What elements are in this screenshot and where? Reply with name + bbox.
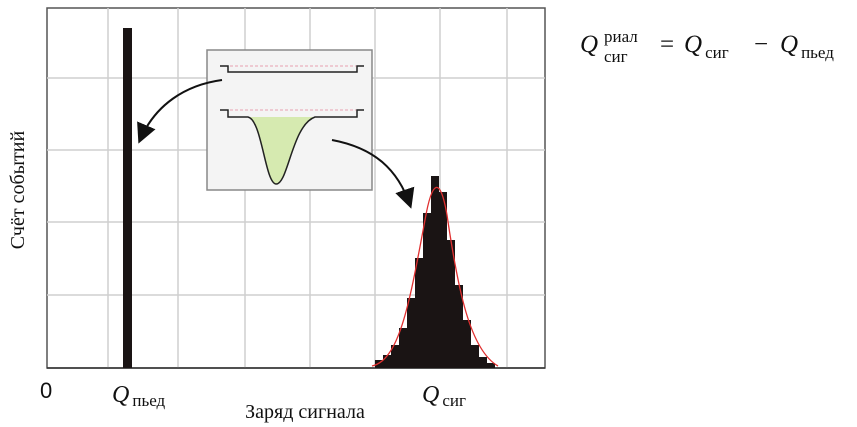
superscript: риал	[604, 27, 638, 46]
origin-label: 0	[40, 378, 52, 403]
subscript: пьед	[801, 43, 834, 62]
bin	[383, 355, 391, 368]
bin	[487, 363, 495, 368]
subscript: сиг	[604, 47, 628, 66]
bin	[479, 357, 487, 368]
symbol: Q	[580, 31, 598, 58]
fit-curve	[371, 186, 499, 367]
subscript: сиг	[705, 43, 729, 62]
bin	[431, 176, 439, 368]
bin	[439, 192, 447, 368]
bin	[463, 320, 471, 368]
signal-histogram	[371, 176, 499, 368]
bin	[391, 345, 399, 368]
arrow	[331, 139, 415, 209]
bin	[375, 360, 383, 368]
equals: =	[660, 31, 674, 58]
subscript: сиг	[442, 391, 466, 410]
symbol: Q	[422, 382, 439, 408]
signal-trace	[220, 109, 364, 185]
x-axis-title: Заряд сигнала	[245, 401, 365, 423]
bin	[455, 285, 463, 368]
symbol: Q	[112, 382, 129, 408]
bin	[407, 298, 415, 368]
signal-area	[248, 117, 315, 185]
bin	[471, 345, 479, 368]
pedestal-trace	[220, 65, 364, 73]
bin	[399, 328, 407, 368]
bin	[447, 240, 455, 368]
minus: −	[754, 31, 768, 58]
symbol: Q	[780, 31, 798, 58]
pedestal-peak	[123, 28, 132, 368]
bin	[415, 258, 423, 368]
y-axis-title: Счёт событий	[7, 131, 29, 250]
arrow	[137, 79, 223, 144]
symbol: Q	[684, 31, 702, 58]
subscript: пьед	[132, 391, 165, 410]
inset	[206, 49, 373, 191]
bin	[423, 213, 431, 368]
